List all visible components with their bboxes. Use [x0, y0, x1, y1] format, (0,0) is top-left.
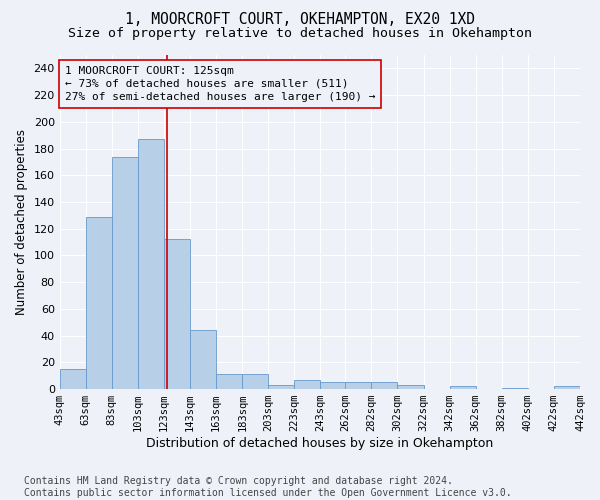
Bar — [216, 374, 242, 389]
Bar — [86, 216, 112, 389]
Bar — [449, 386, 476, 389]
Bar — [190, 330, 216, 389]
Bar — [371, 382, 397, 389]
Text: Contains HM Land Registry data © Crown copyright and database right 2024.
Contai: Contains HM Land Registry data © Crown c… — [24, 476, 512, 498]
Bar — [112, 156, 138, 389]
Y-axis label: Number of detached properties: Number of detached properties — [15, 129, 28, 315]
Text: 1 MOORCROFT COURT: 125sqm
← 73% of detached houses are smaller (511)
27% of semi: 1 MOORCROFT COURT: 125sqm ← 73% of detac… — [65, 66, 376, 102]
Text: Size of property relative to detached houses in Okehampton: Size of property relative to detached ho… — [68, 28, 532, 40]
Bar — [268, 385, 295, 389]
Bar — [138, 139, 164, 389]
Text: 1, MOORCROFT COURT, OKEHAMPTON, EX20 1XD: 1, MOORCROFT COURT, OKEHAMPTON, EX20 1XD — [125, 12, 475, 28]
Bar — [320, 382, 347, 389]
Bar — [295, 380, 320, 389]
Bar — [554, 386, 580, 389]
Bar — [164, 240, 190, 389]
Bar — [59, 369, 86, 389]
Bar — [397, 385, 424, 389]
Bar — [242, 374, 268, 389]
Bar — [502, 388, 528, 389]
Bar — [345, 382, 371, 389]
X-axis label: Distribution of detached houses by size in Okehampton: Distribution of detached houses by size … — [146, 437, 493, 450]
